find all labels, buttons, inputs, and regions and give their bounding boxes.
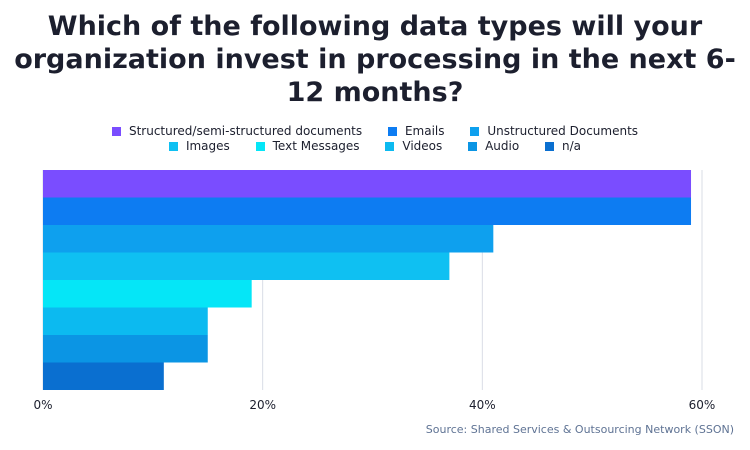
legend-item-na[interactable]: n/a — [545, 139, 581, 153]
bar-videos[interactable] — [43, 307, 208, 336]
legend-row-1: Structured/semi-structured documents Ema… — [0, 124, 750, 138]
legend-swatch-videos — [385, 142, 395, 151]
legend-item-unstructured[interactable]: Unstructured Documents — [470, 124, 638, 138]
legend-label-audio: Audio — [485, 139, 520, 153]
bar-text-messages[interactable] — [43, 280, 252, 308]
legend-swatch-unstructured — [470, 127, 480, 136]
bar-images[interactable] — [43, 252, 450, 281]
legend-item-structured[interactable]: Structured/semi-structured documents — [111, 124, 363, 138]
legend-label-videos: Videos — [402, 139, 443, 153]
legend-label-text-messages: Text Messages — [272, 139, 360, 153]
legend-item-text-messages[interactable]: Text Messages — [255, 139, 360, 153]
legend-swatch-images — [168, 142, 178, 151]
legend-swatch-emails — [387, 127, 397, 136]
legend-label-na: n/a — [562, 139, 582, 153]
bar-emails[interactable] — [43, 197, 692, 226]
bar-n-a[interactable] — [43, 362, 164, 391]
source-note: Source: Shared Services & Outsourcing Ne… — [425, 423, 734, 436]
legend-item-emails[interactable]: Emails — [387, 124, 445, 138]
legend-label-structured: Structured/semi-structured documents — [128, 124, 363, 138]
x-tick-label: 0% — [33, 398, 52, 412]
bar-unstructured-documents[interactable] — [43, 225, 494, 253]
legend-item-images[interactable]: Images — [168, 139, 230, 153]
bar-structured-semi-structured-documents[interactable] — [43, 170, 692, 198]
x-tick-label: 40% — [469, 398, 496, 412]
legend-item-audio[interactable]: Audio — [468, 139, 519, 153]
legend-swatch-audio — [468, 142, 478, 151]
legend-swatch-na — [545, 142, 555, 151]
legend-item-videos[interactable]: Videos — [385, 139, 442, 153]
x-tick-label: 20% — [249, 398, 276, 412]
legend-swatch-structured — [111, 127, 121, 136]
legend-label-images: Images — [185, 139, 230, 153]
chart-title: Which of the following data types will y… — [14, 11, 736, 108]
legend-label-emails: Emails — [404, 124, 445, 138]
legend-swatch-text-messages — [255, 142, 265, 151]
x-tick-label: 60% — [689, 398, 716, 412]
bar-audio[interactable] — [43, 335, 208, 363]
legend-label-unstructured: Unstructured Documents — [487, 124, 639, 138]
legend-row-2: Images Text Messages Videos Audio n/a — [0, 139, 750, 153]
